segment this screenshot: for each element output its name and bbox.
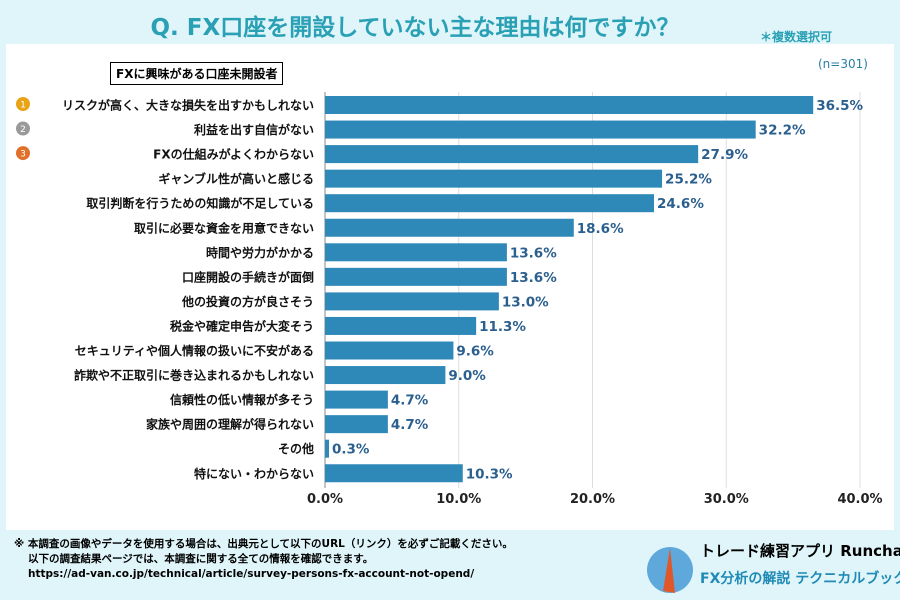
rank-badge-icon [16, 146, 30, 161]
category-label: FXの仕組みがよくわからない [153, 147, 314, 162]
x-tick-label: 10.0% [436, 492, 481, 507]
data-label: 0.3% [332, 442, 370, 458]
x-tick-label: 20.0% [570, 492, 615, 507]
bar [325, 316, 477, 335]
category-label: ギャンブル性が高いと感じる [158, 171, 314, 186]
rank-number: 2 [20, 125, 26, 135]
x-tick-label: 30.0% [704, 492, 749, 507]
bar [325, 194, 655, 213]
data-label: 18.6% [577, 221, 624, 237]
data-label: 13.0% [502, 294, 549, 310]
multi-select-note: ＊複数選択可 [760, 30, 833, 44]
data-label: 10.3% [466, 466, 513, 482]
x-tick-label: 40.0% [837, 492, 882, 507]
sample-size: (n=301) [818, 57, 868, 71]
bar [325, 243, 507, 262]
note-line: ※ 本調査の画像やデータを使用する場合は、出典元として以下のURL（リンク）を必… [14, 538, 513, 550]
category-label: 取引判断を行うための知識が不足している [86, 196, 314, 211]
data-label: 4.7% [391, 393, 429, 409]
category-label: 税金や確定申告が大変そう [170, 318, 314, 333]
bar [325, 96, 814, 114]
category-label: 口座開設の手続きが面倒 [182, 269, 314, 284]
bar [325, 366, 446, 385]
category-label: セキュリティや個人情報の扱いに不安がある [75, 343, 314, 358]
runcha-logo-icon [647, 547, 693, 593]
bar [325, 415, 388, 434]
category-label: リスクが高く、大きな損失を出すかもしれない [62, 98, 314, 113]
category-label: 時間や労力がかかる [206, 245, 314, 260]
note-line: 以下の調査結果ページでは、本調査に関する全ての情報を確認できます。 [28, 553, 374, 565]
bar [325, 218, 574, 237]
bar [325, 267, 507, 286]
category-label: 詐欺や不正取引に巻き込まれるかもしれない [74, 368, 314, 383]
rank-number: 3 [20, 150, 26, 160]
data-label: 27.9% [701, 147, 748, 163]
category-label: 信頼性の低い情報が多そう [170, 392, 314, 407]
data-label: 9.6% [456, 344, 494, 360]
category-label: 特にない・わからない [194, 466, 314, 481]
data-label: 4.7% [391, 417, 429, 433]
data-label: 24.6% [657, 196, 704, 212]
data-label: 32.2% [759, 123, 806, 139]
data-label: 36.5% [816, 98, 863, 114]
bar [325, 292, 499, 311]
bar [325, 464, 463, 483]
brand-name: トレード練習アプリ Runcha [700, 542, 900, 560]
data-label: 9.0% [448, 368, 486, 384]
bar [325, 145, 699, 164]
x-tick-label: 0.0% [307, 492, 343, 507]
chart-title: Q. FX口座を開設していない主な理由は何ですか？ [150, 15, 680, 41]
subset-label: FXに興味がある口座未開設者 [110, 62, 284, 85]
bar [325, 439, 330, 458]
category-label: 家族や周囲の理解が得られない [146, 417, 314, 432]
rank-badge-icon [16, 97, 30, 111]
data-label: 13.6% [510, 245, 557, 261]
bar [325, 120, 756, 139]
rank-badge-icon [16, 121, 30, 136]
footer-notes: ※ 本調査の画像やデータを使用する場合は、出典元として以下のURL（リンク）を必… [14, 537, 634, 582]
bar [325, 341, 454, 360]
category-label: 他の投資の方が良さそう [181, 294, 314, 309]
bar [325, 390, 388, 409]
category-label: その他 [278, 441, 314, 456]
rank-number: 1 [20, 101, 26, 111]
bar [325, 169, 663, 188]
category-label: 取引に必要な資金を用意できない [134, 220, 314, 235]
brand-tagline: FX分析の解説 テクニカルブック [700, 571, 900, 587]
source-url[interactable]: https://ad-van.co.jp/technical/article/s… [28, 568, 475, 580]
category-label: 利益を出す自信がない [194, 122, 314, 137]
data-label: 11.3% [479, 319, 526, 335]
data-label: 25.2% [665, 172, 712, 188]
data-label: 13.6% [510, 270, 557, 286]
